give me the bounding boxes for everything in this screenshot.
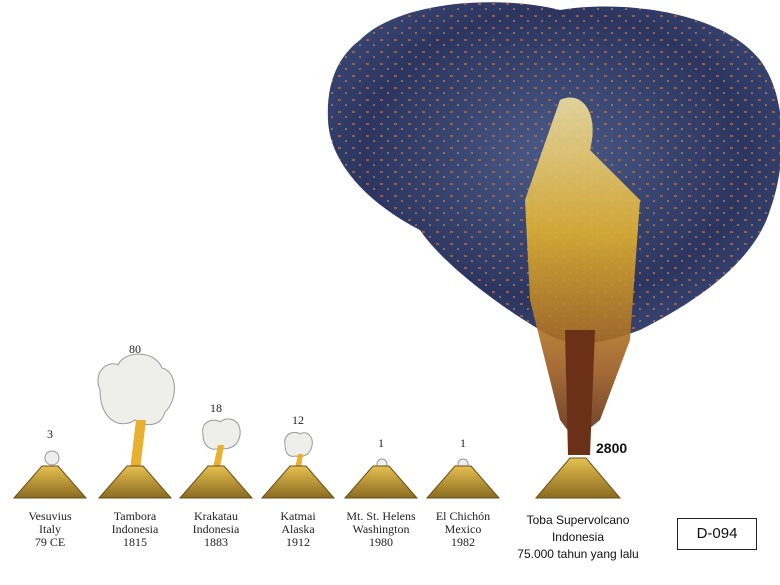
volcano-date: 1883	[204, 535, 228, 549]
cone-0	[12, 465, 88, 499]
eruption-value: 18	[210, 401, 222, 415]
volcano-name: Vesuvius	[28, 509, 72, 523]
volcano-name: Katmai	[280, 509, 316, 523]
volcano-place: Indonesia	[111, 522, 159, 536]
eruption-value: 3	[47, 427, 53, 441]
volcano-cones	[12, 457, 622, 499]
cone-3	[260, 465, 336, 499]
volcano-label: Mt. St. Helens Washington 1980	[336, 510, 426, 549]
volcano-label: Vesuvius Italy 79 CE	[5, 510, 95, 549]
cone-1	[97, 465, 173, 499]
krakatau-plume	[202, 418, 241, 468]
volcano-date: 79 CE	[34, 535, 66, 549]
eruption-value: 12	[292, 413, 304, 427]
cone-5	[425, 465, 501, 499]
volcano-date: 1815	[123, 535, 147, 549]
volcano-date: 1982	[451, 535, 475, 549]
eruption-value: 80	[129, 342, 141, 356]
volcano-place: Washington	[352, 522, 410, 536]
katmai-plume	[284, 431, 313, 468]
small-puffs	[44, 450, 469, 470]
toba-ash-cloud	[327, 2, 780, 455]
volcano-label: Krakatau Indonesia 1883	[171, 510, 261, 549]
eruption-value: 1	[460, 436, 466, 450]
toba-date: 75.000 tahun yang lalu	[517, 547, 639, 561]
tambora-plume	[97, 353, 175, 470]
toba-value: 2800	[596, 440, 628, 456]
toba-label: Toba Supervolcano Indonesia 75.000 tahun…	[493, 512, 663, 563]
figure-code: D-094	[677, 518, 757, 550]
volcano-label: El Chichón Mexico 1982	[418, 510, 508, 549]
volcano-place: Mexico	[444, 522, 482, 536]
toba-place: Indonesia	[551, 530, 605, 544]
volcano-label: Katmai Alaska 1912	[253, 510, 343, 549]
cone-2	[178, 465, 254, 499]
volcano-place: Italy	[39, 522, 61, 536]
cone-toba	[534, 457, 622, 499]
toba-name: Toba Supervolcano	[526, 513, 630, 527]
volcano-date: 1980	[369, 535, 393, 549]
eruption-value: 1	[378, 436, 384, 450]
volcano-name: Krakatau	[194, 509, 238, 523]
volcano-label: Tambora Indonesia 1815	[90, 510, 180, 549]
volcano-name: El Chichón	[435, 509, 491, 523]
volcano-place: Indonesia	[192, 522, 240, 536]
cone-4	[343, 465, 419, 499]
volcano-name: Mt. St. Helens	[346, 509, 416, 523]
volcano-place: Alaska	[281, 522, 315, 536]
volcano-date: 1912	[286, 535, 310, 549]
volcano-name: Tambora	[113, 509, 157, 523]
